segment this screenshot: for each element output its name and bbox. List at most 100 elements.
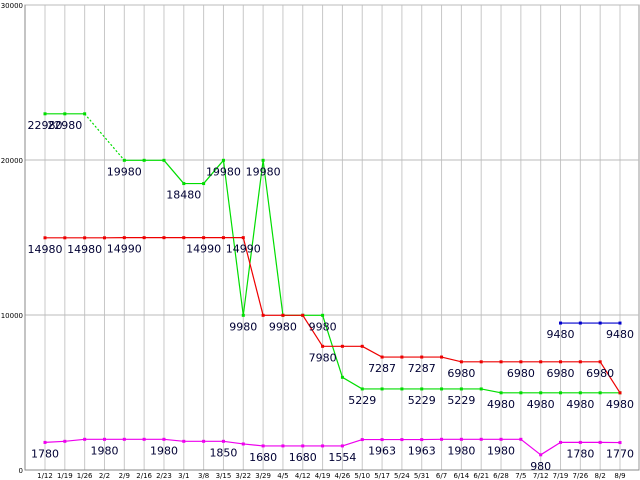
series-segment [361,345,383,358]
data-point [102,236,106,240]
data-label: 1850 [209,446,237,459]
data-point [380,438,384,442]
data-point [400,355,404,359]
data-label: 5229 [348,394,376,407]
data-label: 19980 [206,165,241,178]
data-point [122,158,126,162]
data-label: 1980 [487,444,515,457]
data-point [241,236,245,240]
data-point [281,444,285,448]
data-label: 6980 [507,367,535,380]
data-label: 6980 [447,367,475,380]
data-point [321,313,325,317]
data-point [241,313,245,317]
data-label: 18480 [166,189,201,202]
x-tick-label: 2/23 [156,472,172,480]
data-point [340,375,344,379]
x-tick-label: 2/9 [119,472,130,480]
data-label: 1963 [368,445,396,458]
x-tick-label: 6/14 [454,472,470,480]
data-point [261,313,265,317]
data-label: 19980 [107,165,142,178]
data-point [479,387,483,391]
data-label: 14990 [226,243,261,256]
data-label: 9480 [606,328,634,341]
data-label: 4980 [487,398,515,411]
series-segment [203,159,224,184]
data-point [539,391,543,395]
data-point [479,437,483,441]
data-point [420,355,424,359]
data-point [559,360,563,364]
data-label: 1554 [328,451,356,464]
data-point [519,391,523,395]
x-tick-label: 7/26 [572,472,588,480]
data-point [221,439,225,443]
x-tick-label: 4/19 [315,472,331,480]
data-point [440,437,444,441]
series-segment [44,440,65,444]
data-point [162,437,166,441]
data-point [281,313,285,317]
data-point [122,437,126,441]
data-label: 14980 [67,243,102,256]
series-segment [163,438,184,442]
x-tick-label: 1/26 [77,472,93,480]
data-point [142,236,146,240]
x-tick-label: 1/12 [37,472,53,480]
data-point [142,437,146,441]
data-label: 5229 [447,394,475,407]
series-segment [540,441,561,456]
data-label: 1780 [31,447,59,460]
series-segment [441,356,462,363]
data-point [360,438,364,442]
data-point [519,360,523,364]
x-tick-label: 5/24 [394,472,410,480]
data-point [321,344,325,348]
series-segment [481,388,502,394]
x-tick-label: 1/19 [57,472,73,480]
series-segment [262,160,284,316]
grid [24,4,640,471]
data-point [340,344,344,348]
data-label: 1963 [408,445,436,458]
data-point [261,444,265,448]
data-point [479,360,483,364]
data-point [618,321,622,325]
data-point [321,444,325,448]
series-segment [342,376,363,390]
data-point [618,391,622,395]
data-label: 6980 [547,367,575,380]
x-tick-label: 2/16 [136,472,152,480]
data-point [241,442,245,446]
x-tick-label: 4/26 [335,472,351,480]
data-point [539,453,543,457]
series-segment [243,443,264,447]
data-point [559,321,563,325]
data-point [459,360,463,364]
y-axis-ticks: 0 10000 20000 30000 [1,2,23,475]
data-label: 19980 [246,165,281,178]
x-tick-label: 7/19 [553,472,569,480]
data-point [420,438,424,442]
data-label: 1980 [447,444,475,457]
data-label: 980 [530,460,551,473]
data-point [63,439,67,443]
data-point [221,158,225,162]
series-segment [599,361,621,394]
data-point [122,236,126,240]
data-point [63,236,67,240]
x-tick-label: 6/7 [436,472,447,480]
data-label: 14980 [28,243,63,256]
data-point [559,391,563,395]
x-tick-label: 5/17 [374,472,390,480]
series-segment [223,440,244,445]
data-point [261,158,265,162]
x-tick-label: 6/28 [493,472,509,480]
series-segment [242,237,264,316]
data-point [578,440,582,444]
y-tick-label: 10000 [1,312,23,320]
data-point [499,360,503,364]
x-tick-label: 8/9 [614,472,625,480]
